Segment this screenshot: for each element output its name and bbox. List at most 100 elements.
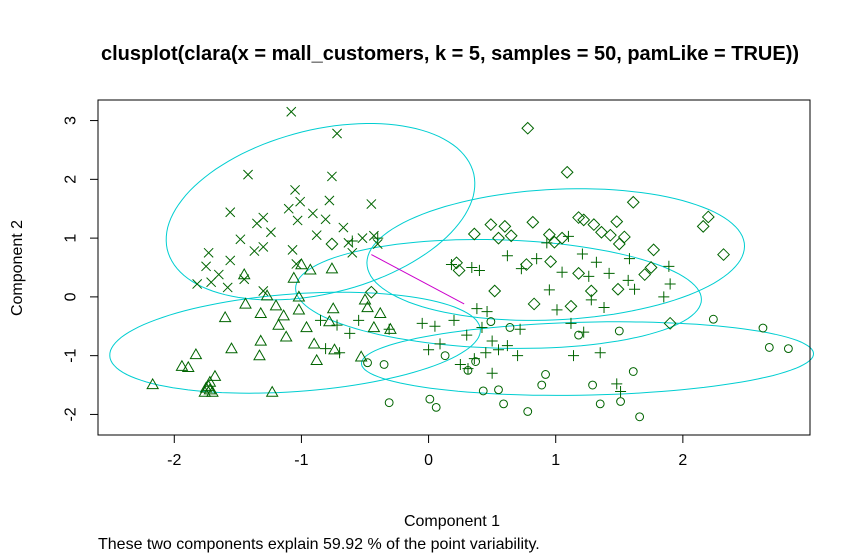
point-triangle-c4-36 bbox=[199, 381, 213, 393]
point-x-c1-19 bbox=[235, 234, 246, 245]
point-diamond-c2-25 bbox=[520, 258, 533, 272]
point-triangle-c4-30 bbox=[310, 353, 324, 365]
point-diamond-c2-14 bbox=[492, 231, 505, 245]
point-plus-c3-55 bbox=[486, 367, 498, 379]
point-x-c1-25 bbox=[203, 247, 214, 258]
point-circle-c5-11 bbox=[635, 412, 645, 422]
cluster-ellipse-5 bbox=[360, 321, 815, 396]
point-circle-c5-21 bbox=[425, 394, 435, 404]
point-triangle-c4-13 bbox=[361, 300, 374, 313]
point-circle-c5-26 bbox=[440, 351, 450, 361]
point-circle-c5-4 bbox=[783, 344, 793, 354]
point-plus-c3-28 bbox=[448, 314, 460, 326]
point-plus-c3-21 bbox=[629, 283, 641, 295]
point-plus-c3-19 bbox=[664, 278, 676, 290]
point-x-c1-24 bbox=[249, 246, 260, 256]
point-plus-c3-7 bbox=[576, 248, 588, 260]
point-x-c1-34 bbox=[222, 282, 233, 293]
point-x-c1-37 bbox=[347, 247, 358, 258]
point-triangle-c4-29 bbox=[354, 350, 368, 362]
point-plus-c3-35 bbox=[461, 329, 473, 341]
medoid-line bbox=[371, 254, 465, 305]
point-triangle-c4-15 bbox=[254, 306, 268, 318]
point-triangle-c4-35 bbox=[203, 375, 217, 387]
point-circle-c5-3 bbox=[764, 343, 774, 352]
cluster-ellipses bbox=[109, 123, 815, 396]
point-plus-c3-45 bbox=[314, 314, 327, 326]
point-triangle-c4-7 bbox=[292, 290, 306, 302]
point-plus-c3-56 bbox=[611, 378, 623, 390]
point-triangle-c4-19 bbox=[323, 315, 336, 327]
point-triangle-c4-32 bbox=[175, 359, 189, 371]
point-triangle-c4-25 bbox=[279, 330, 293, 342]
point-triangle-c4-24 bbox=[254, 334, 268, 346]
point-diamond-c2-21 bbox=[696, 219, 710, 233]
cluster-ellipse-4 bbox=[109, 291, 481, 394]
point-diamond-c2-35 bbox=[527, 297, 541, 311]
point-x-c1-35 bbox=[258, 286, 269, 296]
cluster-ellipse-2 bbox=[366, 188, 746, 321]
point-plus-c3-13 bbox=[556, 266, 568, 278]
point-triangle-c4-22 bbox=[384, 322, 397, 334]
point-plus-c3-38 bbox=[501, 340, 513, 352]
point-diamond-c2-26 bbox=[544, 255, 558, 269]
y-tick-label-4: 1 bbox=[63, 234, 80, 243]
point-triangle-c4-8 bbox=[239, 297, 252, 309]
point-plus-c3-16 bbox=[515, 263, 527, 275]
point-triangle-c4-11 bbox=[326, 302, 340, 314]
point-triangle-c4-1 bbox=[325, 262, 339, 274]
point-diamond-c2-3 bbox=[626, 195, 640, 209]
chart-title: clusplot(clara(x = mall_customers, k = 5… bbox=[101, 43, 799, 65]
point-triangle-c4-42 bbox=[146, 377, 160, 390]
point-triangle-c4-31 bbox=[189, 347, 203, 360]
point-circle-c5-25 bbox=[463, 365, 473, 375]
point-circle-c5-16 bbox=[494, 385, 503, 395]
point-plus-c3-49 bbox=[480, 347, 492, 359]
point-plus-c3-31 bbox=[476, 321, 488, 333]
point-diamond-c2-8 bbox=[484, 218, 498, 232]
point-circle-c5-27 bbox=[471, 357, 481, 366]
point-diamond-c2-32 bbox=[611, 282, 625, 296]
point-diamond-c2-17 bbox=[595, 225, 608, 239]
point-x-c1-5 bbox=[290, 184, 301, 195]
point-x-c1-16 bbox=[338, 222, 349, 233]
x-tick-label-2: -1 bbox=[294, 452, 308, 469]
x-axis: -2 -1 0 1 2 bbox=[167, 435, 687, 469]
point-circle-c5-13 bbox=[616, 397, 625, 406]
point-diamond-c2-16 bbox=[555, 231, 569, 245]
point-diamond-c2-20 bbox=[612, 237, 626, 251]
y-axis-label: Component 2 bbox=[9, 220, 26, 316]
point-circle-c5-6 bbox=[574, 330, 584, 340]
point-x-c1-15 bbox=[251, 218, 262, 229]
point-triangle-c4-23 bbox=[225, 342, 238, 354]
point-plus-c3-40 bbox=[423, 344, 435, 356]
point-plus-c3-26 bbox=[551, 304, 563, 316]
point-triangle-c4-27 bbox=[328, 343, 341, 355]
point-circle-c5-8 bbox=[505, 323, 515, 332]
medoid-connector bbox=[371, 254, 465, 305]
point-circle-c5-23 bbox=[379, 360, 389, 369]
point-plus-c3-22 bbox=[543, 284, 555, 296]
point-x-c1-9 bbox=[307, 208, 318, 219]
plot-frame bbox=[97, 99, 811, 436]
point-plus-c3-12 bbox=[466, 261, 478, 274]
point-diamond-c2-19 bbox=[617, 230, 631, 244]
point-plus-c3-44 bbox=[331, 319, 343, 331]
point-plus-c3-3 bbox=[346, 235, 358, 247]
cluster-ellipse-3 bbox=[295, 239, 702, 349]
point-diamond-c2-23 bbox=[647, 243, 661, 257]
point-x-c1-3 bbox=[326, 171, 337, 182]
point-diamond-c2-38 bbox=[325, 237, 339, 251]
point-x-c1-12 bbox=[225, 207, 236, 218]
y-axis: -2 -1 0 1 2 3 bbox=[63, 116, 98, 422]
point-triangle-c4-12 bbox=[358, 293, 372, 305]
y-tick-label-5: 2 bbox=[63, 175, 80, 184]
point-diamond-c2-5 bbox=[577, 213, 591, 227]
point-plus-c3-50 bbox=[512, 350, 524, 362]
point-diamond-c2-37 bbox=[663, 316, 677, 330]
point-triangle-c4-10 bbox=[292, 303, 306, 315]
x-tick-label-1: -2 bbox=[167, 452, 181, 469]
point-triangle-c4-28 bbox=[253, 349, 266, 361]
point-diamond-c2-29 bbox=[452, 263, 466, 277]
